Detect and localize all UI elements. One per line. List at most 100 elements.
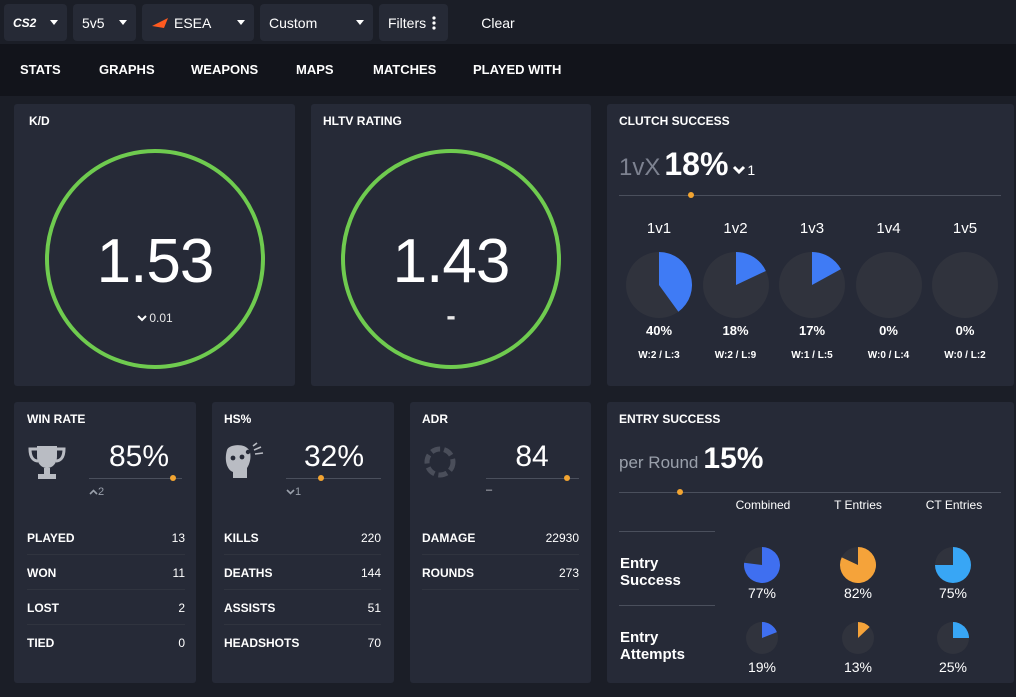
hs-delta-value: 1 xyxy=(295,486,302,498)
kd-delta-value: 0.01 xyxy=(149,311,173,325)
winrate-value: 85% xyxy=(108,440,170,473)
clutch-pie-bg xyxy=(932,252,998,318)
game-label: CS2 xyxy=(13,15,37,30)
clutch-col-1v2: 1v2 18% W:2 / L:9 xyxy=(698,220,774,380)
entry-header-combined: Combined xyxy=(735,498,791,512)
stat-label: HEADSHOTS xyxy=(224,636,300,650)
tab-graphs[interactable]: GRAPHS xyxy=(99,62,155,77)
entry-attempts-pie-wrap xyxy=(937,622,969,654)
clutch-col-pct: 0% xyxy=(955,323,975,338)
clutch-col-label: 1v5 xyxy=(952,220,978,237)
entry-divider-top xyxy=(619,531,715,532)
trophy-icon xyxy=(28,446,66,479)
stat-label: DAMAGE xyxy=(422,531,476,545)
clutch-pie-wrap xyxy=(702,252,769,323)
tab-bar: STATS GRAPHS WEAPONS MAPS MATCHES PLAYED… xyxy=(0,44,1016,96)
game-dropdown[interactable]: CS2 xyxy=(4,4,67,41)
adr-slider-track xyxy=(486,478,579,479)
entry-success-pie-wrap xyxy=(839,547,876,583)
stat-value: 13 xyxy=(171,531,185,545)
stat-value: 220 xyxy=(360,531,381,545)
clutch-pie-wrap xyxy=(779,252,845,323)
stat-label: ASSISTS xyxy=(224,601,276,615)
hltv-card: HLTV RATING 1.43 - xyxy=(311,104,591,386)
stat-row-damage: DAMAGE 22930 xyxy=(422,520,579,555)
entry-header-ct: CT Entries xyxy=(925,498,983,512)
clutch-col-wl: W:0 / L:2 xyxy=(944,350,986,361)
chevron-down-icon xyxy=(237,20,245,25)
stat-row-played: PLAYED 13 xyxy=(27,520,185,555)
stat-row-won: WON 11 xyxy=(27,555,185,590)
stat-value: 22930 xyxy=(545,531,579,545)
adr-slider-dot xyxy=(564,475,570,481)
clutch-col-1v3: 1v3 17% W:1 / L:5 xyxy=(774,220,850,380)
stat-label: KILLS xyxy=(224,531,259,545)
more-vertical-icon xyxy=(432,15,436,30)
entry-attempts-pie xyxy=(937,622,969,654)
platform-label: ESEA xyxy=(174,14,212,31)
esea-logo-icon xyxy=(152,17,168,28)
range-dropdown[interactable]: Custom xyxy=(260,4,373,41)
clutch-col-1v5: 1v5 0% W:0 / L:2 xyxy=(927,220,1003,380)
clutch-col-1v4: 1v4 0% W:0 / L:4 xyxy=(851,220,927,380)
hs-slider-track xyxy=(286,478,381,479)
tab-maps[interactable]: MAPS xyxy=(296,62,334,77)
entry-success-label-line2: Success xyxy=(620,572,681,589)
adr-title: ADR xyxy=(422,412,448,426)
clutch-col-wl: W:2 / L:9 xyxy=(714,350,757,361)
filters-button[interactable]: Filters xyxy=(379,4,448,41)
tab-played-with[interactable]: PLAYED WITH xyxy=(473,62,562,77)
clutch-col-wl: W:0 / L:4 xyxy=(867,350,910,361)
stat-value: 70 xyxy=(367,636,381,650)
entry-slider-dot xyxy=(677,489,683,495)
tab-weapons[interactable]: WEAPONS xyxy=(191,62,259,77)
entry-header-t: T Entries xyxy=(834,498,882,512)
clutch-col-wl: W:2 / L:3 xyxy=(638,350,680,361)
clear-button[interactable]: Clear xyxy=(481,14,515,31)
filters-label: Filters xyxy=(388,14,427,31)
clutch-summary: 1vX 18% 1 xyxy=(619,146,755,182)
clutch-prefix: 1vX xyxy=(619,154,661,181)
tab-matches[interactable]: MATCHES xyxy=(373,62,437,77)
entry-value: 15% xyxy=(703,442,764,475)
stat-value: 144 xyxy=(360,566,381,580)
stat-row-headshots: HEADSHOTS 70 xyxy=(224,625,381,660)
platform-dropdown[interactable]: ESEA xyxy=(142,4,254,41)
entry-attempts-pct: 19% xyxy=(747,659,777,675)
entry-success-pct: 77% xyxy=(747,585,777,601)
stat-value: 2 xyxy=(178,601,185,615)
mode-label: 5v5 xyxy=(82,14,105,31)
stat-value: 11 xyxy=(172,566,185,580)
stat-value: 273 xyxy=(558,566,579,580)
stat-row-tied: TIED 0 xyxy=(27,625,185,660)
entry-success-pct: 75% xyxy=(938,585,968,601)
entry-attempts-pie-slice xyxy=(953,622,969,638)
hltv-value: 1.43 xyxy=(392,227,511,296)
clutch-pie xyxy=(702,252,769,318)
clutch-col-label: 1v4 xyxy=(876,220,901,237)
chevron-down-icon xyxy=(119,20,127,25)
clutch-slider-track xyxy=(619,195,1001,196)
entry-success-pie xyxy=(743,547,780,583)
clutch-col-pct: 40% xyxy=(645,323,673,338)
clutch-col-pct: 18% xyxy=(722,323,749,338)
clutch-col-label: 1v2 xyxy=(723,220,748,237)
adr-card: ADR 84 – DAMAGE 22930 ROUNDS 273 xyxy=(410,402,591,683)
clutch-pie-slice xyxy=(812,252,841,285)
entry-attempts-pct: 13% xyxy=(843,659,873,675)
kd-value: 1.53 xyxy=(96,227,215,296)
entry-summary: per Round 15% xyxy=(619,442,763,478)
entry-success-pie-slice xyxy=(743,547,780,583)
chevron-down-icon xyxy=(733,165,746,175)
tab-stats[interactable]: STATS xyxy=(20,62,61,77)
hs-value: 32% xyxy=(303,440,365,473)
chevron-down-icon xyxy=(50,20,58,25)
stat-label: LOST xyxy=(27,601,59,615)
stat-label: DEATHS xyxy=(224,566,273,580)
clutch-pie-bg xyxy=(855,252,922,318)
chevron-down-icon xyxy=(356,20,364,25)
entry-attempts-pie xyxy=(746,622,778,654)
hs-card: HS% 32% 1 KILLS 220 DEATHS 144 ASSISTS 51 H… xyxy=(212,402,394,683)
stat-row-deaths: DEATHS 144 xyxy=(224,555,381,590)
mode-dropdown[interactable]: 5v5 xyxy=(73,4,136,41)
